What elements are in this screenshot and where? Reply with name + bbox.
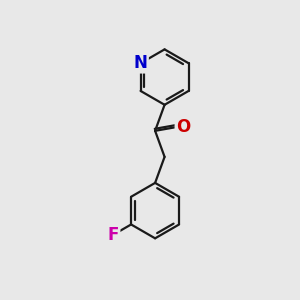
Text: F: F (108, 226, 119, 244)
Text: O: O (176, 118, 190, 136)
Text: N: N (134, 54, 148, 72)
